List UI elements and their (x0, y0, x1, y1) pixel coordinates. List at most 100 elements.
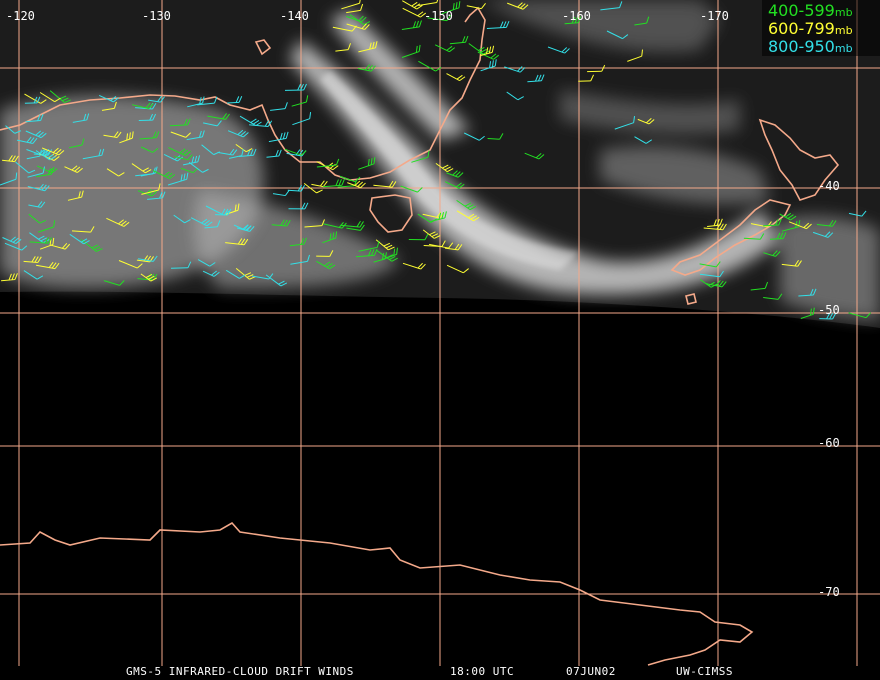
wind-barb (119, 131, 134, 144)
wind-barb (28, 201, 46, 208)
wind-barb (340, 220, 364, 228)
wind-barb (23, 270, 44, 280)
wind-barb (411, 150, 430, 163)
new-zealand-south-coastline (670, 199, 792, 276)
wind-barb (228, 148, 244, 159)
wind-barb (23, 256, 42, 264)
legend-item-400-599: 400-599mb (768, 1, 853, 20)
wind-barb (763, 218, 782, 227)
wind-barb (170, 131, 191, 138)
wind-barb (140, 273, 158, 282)
wind-barb (441, 1, 461, 15)
wind-barb (614, 115, 636, 130)
wind-barb (707, 218, 723, 227)
stewart-island-coastline (685, 293, 697, 305)
wind-barb (187, 96, 205, 108)
wind-barb (289, 237, 307, 247)
wind-barb (2, 236, 22, 245)
wind-barb (763, 250, 781, 257)
wind-barb (346, 3, 364, 14)
wind-barb (634, 16, 650, 26)
wind-barb (49, 90, 71, 104)
wind-barb (578, 74, 595, 82)
wind-barb (82, 148, 105, 160)
wind-barb (98, 94, 119, 103)
small-island-coastline (254, 39, 272, 56)
wind-barb (50, 243, 71, 250)
wind-barb (271, 219, 291, 227)
wind-barb (235, 143, 253, 153)
wind-barb (446, 170, 464, 178)
wind-barb (303, 183, 323, 194)
legend-item-800-950: 800-950mb (768, 37, 853, 56)
wind-barb (449, 35, 469, 45)
wind-barb (0, 172, 18, 186)
wind-barb (373, 180, 397, 188)
wind-barb (188, 161, 209, 173)
wind-barb (401, 44, 421, 58)
wind-barb (322, 231, 338, 244)
wind-barb (400, 185, 423, 193)
wind-barb (138, 113, 157, 121)
wind-barb (466, 2, 486, 10)
wind-barb (217, 148, 238, 156)
wind-barb (763, 293, 783, 300)
wind-barb (207, 113, 230, 120)
wind-barb (547, 46, 570, 54)
wind-barb (423, 240, 446, 247)
wind-barb (504, 66, 526, 73)
wind-barb (800, 307, 815, 319)
wind-barb (606, 30, 629, 40)
wind-barb (35, 150, 56, 161)
wind-barb (170, 261, 192, 269)
wind-barb (781, 259, 802, 267)
wind-barb (197, 259, 216, 267)
wind-barb (418, 60, 442, 72)
wind-barb (284, 83, 307, 91)
wind-barb (2, 155, 19, 163)
wind-barb (5, 125, 22, 134)
wind-barb (422, 229, 441, 239)
caption-date: 07JUN02 (566, 665, 616, 678)
wind-barb (418, 0, 440, 6)
wind-barb (233, 224, 252, 231)
wind-barb (408, 233, 429, 241)
wind-barb (25, 130, 47, 139)
wind-barb (140, 146, 159, 153)
wind-barb (27, 166, 46, 178)
wind-barb (80, 239, 103, 252)
latitude-label: -40 (818, 179, 840, 193)
wind-barb (249, 120, 273, 127)
wind-barb (284, 148, 307, 156)
wind-barb (239, 115, 262, 127)
wind-barb (402, 262, 426, 270)
wind-barb (373, 252, 387, 263)
wind-barb (316, 250, 334, 257)
wind-barb (358, 157, 376, 170)
wind-barb (376, 249, 398, 262)
wind-barb (358, 41, 378, 53)
wind-barb (456, 199, 477, 211)
wind-barb (72, 113, 90, 123)
wind-barb (743, 233, 765, 240)
legend-item-600-799: 600-799mb (768, 19, 853, 38)
wind-barb (69, 233, 90, 245)
wind-barb (186, 130, 205, 141)
wind-barb (227, 129, 249, 138)
wind-barb (788, 221, 812, 230)
wind-barb (288, 202, 309, 210)
wind-barb (39, 237, 55, 250)
wind-barbs (0, 0, 871, 320)
wind-barb (798, 288, 817, 297)
australia-coastline (0, 6, 486, 181)
graticule (0, 0, 880, 666)
wind-barb (25, 114, 44, 123)
wind-barb (26, 149, 42, 160)
wind-barb (168, 147, 191, 156)
wind-barb (29, 237, 53, 244)
latitude-label: -50 (818, 303, 840, 317)
wind-barb (202, 120, 222, 127)
wind-barb (152, 170, 176, 180)
wind-barb (480, 59, 497, 72)
wind-barb (252, 273, 274, 280)
